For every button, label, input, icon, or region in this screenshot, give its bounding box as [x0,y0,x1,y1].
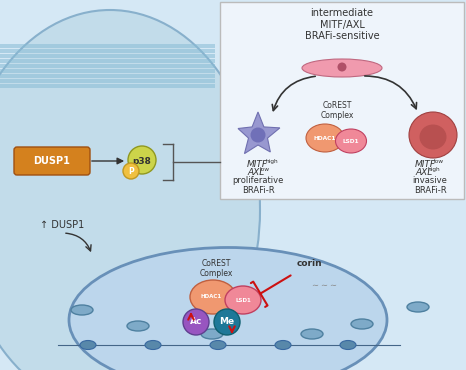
Text: LSD1: LSD1 [235,297,251,303]
Ellipse shape [275,340,291,350]
Polygon shape [238,112,280,154]
Text: CoREST
Complex: CoREST Complex [199,259,233,278]
Ellipse shape [190,280,236,314]
Ellipse shape [407,302,429,312]
Text: HDAC1: HDAC1 [200,295,221,299]
Ellipse shape [210,340,226,350]
Bar [0,79,215,83]
Text: MITF: MITF [415,160,436,169]
Text: high: high [427,167,439,172]
Text: low: low [260,167,270,172]
Ellipse shape [201,329,223,339]
Text: corin: corin [297,259,322,268]
Text: Me: Me [219,317,234,326]
Text: p38: p38 [132,157,151,165]
Bar [0,59,215,63]
Text: P: P [128,166,134,175]
Bar [0,69,215,73]
Circle shape [214,309,240,335]
Text: HDAC1: HDAC1 [314,135,336,141]
Bar [0,84,215,87]
Ellipse shape [225,286,261,314]
Text: DUSP1: DUSP1 [34,156,70,166]
Bar [0,54,215,57]
Ellipse shape [80,340,96,350]
Ellipse shape [336,129,366,153]
Ellipse shape [306,124,344,152]
Ellipse shape [145,340,161,350]
Ellipse shape [409,112,457,158]
Ellipse shape [0,10,260,370]
Text: intermediate
MITF/AXL
BRAFi-sensitive: intermediate MITF/AXL BRAFi-sensitive [305,8,379,41]
FancyBboxPatch shape [220,2,464,199]
Ellipse shape [69,248,387,370]
Circle shape [251,128,266,142]
Circle shape [128,146,156,174]
Text: Ac: Ac [190,317,202,326]
Ellipse shape [419,124,446,149]
Text: ↑ DUSP1: ↑ DUSP1 [40,220,84,230]
Bar [0,64,215,67]
Text: AXL: AXL [415,168,432,177]
Circle shape [123,163,139,179]
Ellipse shape [302,59,382,77]
Text: CoREST
Complex: CoREST Complex [320,101,354,120]
Text: low: low [434,159,444,164]
Circle shape [183,309,209,335]
Circle shape [337,63,347,71]
Ellipse shape [127,321,149,331]
Text: AXL: AXL [247,168,264,177]
Text: $\sim\!\sim\!\sim$: $\sim\!\sim\!\sim$ [310,280,337,289]
Ellipse shape [301,329,323,339]
Bar [0,44,215,47]
FancyBboxPatch shape [14,147,90,175]
Bar [0,74,215,77]
Bar [0,49,215,53]
Text: LSD1: LSD1 [343,138,359,144]
Text: MITF: MITF [247,160,268,169]
Text: high: high [266,159,279,164]
Ellipse shape [351,319,373,329]
Ellipse shape [71,305,93,315]
Ellipse shape [340,340,356,350]
Text: invasive
BRAFi-R: invasive BRAFi-R [412,176,447,195]
Text: proliferative
BRAFi-R: proliferative BRAFi-R [233,176,284,195]
